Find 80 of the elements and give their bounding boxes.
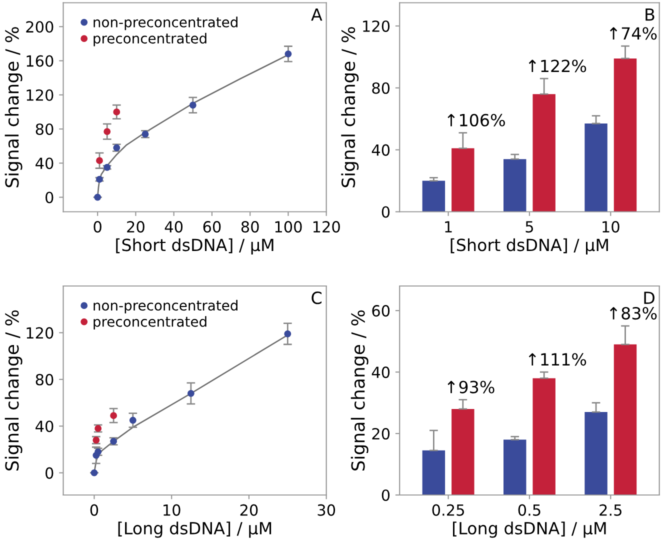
- x-tick-label: 0: [94, 221, 102, 233]
- y-tick-label: 80: [36, 123, 54, 136]
- point: [129, 416, 136, 424]
- y-tick-label: 0: [382, 489, 390, 502]
- point: [110, 412, 118, 420]
- x-tick-label: 2.5: [600, 504, 622, 516]
- point: [94, 194, 102, 201]
- x-tick-label: 40: [164, 221, 183, 233]
- bar: [452, 408, 474, 495]
- point: [284, 330, 292, 338]
- y-tick-label: 80: [372, 82, 390, 94]
- x-tick-label: 80: [241, 221, 259, 233]
- y-tick-label: 200: [26, 21, 54, 33]
- bar: [614, 58, 637, 212]
- annotation: ↑93%: [448, 380, 494, 394]
- point: [104, 128, 111, 136]
- y-tick-label: 120: [363, 20, 390, 32]
- y-axis-title: Signal change / %: [4, 310, 22, 470]
- y-axis-title: Signal change / %: [341, 27, 359, 188]
- bar: [614, 344, 637, 495]
- bar: [503, 159, 526, 212]
- y-tick-label: 0: [46, 192, 54, 204]
- legend-label: non-preconcentrated: [94, 16, 238, 30]
- y-tick-label: 40: [372, 366, 390, 378]
- annotation: ↑74%: [610, 27, 657, 40]
- x-tick-label: 20: [127, 221, 144, 233]
- point: [96, 157, 103, 164]
- x-tick-label: 1: [445, 221, 452, 232]
- x-tick-label: 20: [240, 504, 258, 516]
- x-axis-title: [Long dsDNA] / µM: [118, 522, 272, 538]
- legend-label: preconcentrated: [94, 32, 206, 46]
- annotation: ↑83%: [610, 306, 657, 320]
- x-tick-label: 5: [526, 221, 533, 233]
- bar: [532, 94, 556, 212]
- y-tick-label: 40: [372, 144, 390, 156]
- chart-title: D: [644, 292, 654, 304]
- bar: [584, 412, 608, 495]
- bar: [584, 124, 608, 212]
- x-tick-label: 100: [275, 221, 302, 233]
- x-tick-label: 60: [203, 221, 221, 233]
- y-tick-label: 120: [26, 89, 54, 101]
- legend-label: preconcentrated: [94, 316, 206, 330]
- annotation: ↑106%: [448, 114, 505, 126]
- x-tick-label: 10: [602, 221, 620, 233]
- point: [187, 390, 194, 397]
- chart-title: C: [312, 292, 322, 304]
- annotation: ↑122%: [528, 60, 586, 72]
- y-axis-title: Signal change / %: [4, 27, 22, 188]
- bar: [422, 450, 446, 495]
- chart-title: A: [311, 8, 322, 21]
- x-tick-label: 30: [318, 504, 336, 516]
- x-tick-label: 120: [313, 221, 340, 233]
- y-tick-label: 80: [36, 374, 54, 386]
- legend-label: non-preconcentrated: [94, 300, 238, 314]
- y-tick-label: 40: [36, 420, 54, 432]
- y-tick-label: 160: [26, 55, 54, 67]
- y-tick-label: 0: [382, 206, 390, 218]
- point: [189, 102, 196, 109]
- bar: [503, 440, 526, 495]
- x-axis-title: [Long dsDNA] / µM: [453, 522, 606, 538]
- point: [113, 108, 120, 116]
- y-axis-title: Signal change / %: [350, 310, 368, 470]
- point: [90, 469, 98, 476]
- x-tick-label: 0.5: [518, 504, 540, 516]
- x-axis-title: [Short dsDNA] / µM: [116, 238, 274, 254]
- bar: [532, 378, 556, 495]
- x-axis-title: [Short dsDNA] / µM: [450, 238, 608, 254]
- y-tick-label: 20: [372, 428, 390, 440]
- bar: [452, 148, 474, 212]
- annotation: ↑111%: [528, 353, 586, 366]
- y-tick-label: 60: [372, 305, 390, 317]
- bar: [422, 180, 446, 212]
- x-tick-label: 0: [90, 504, 98, 516]
- x-tick-label: 10: [164, 504, 180, 516]
- y-tick-label: 40: [36, 158, 54, 170]
- point: [284, 50, 292, 58]
- chart-title: B: [646, 8, 654, 21]
- y-tick-label: 0: [46, 467, 54, 479]
- x-tick-label: 0.25: [432, 504, 464, 516]
- y-tick-label: 120: [26, 327, 54, 339]
